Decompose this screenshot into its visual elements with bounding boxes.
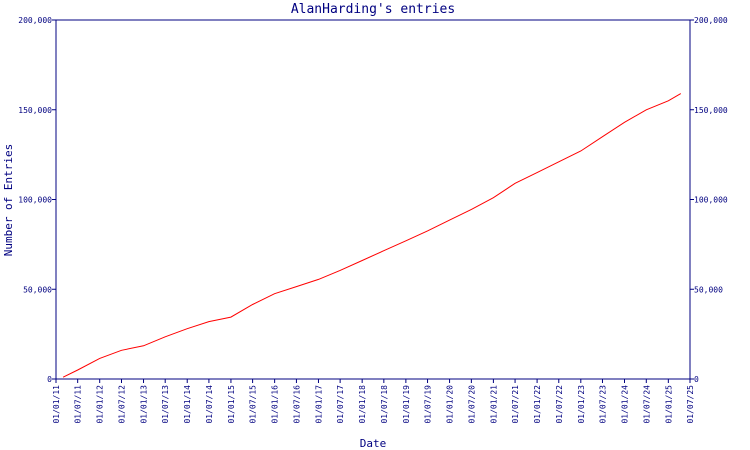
y-tick-label-left: 100,000 [18,196,52,205]
x-tick-label: 01/01/21 [489,385,498,424]
y-tick-label-right: 100,000 [694,196,728,205]
x-tick-label: 01/01/23 [577,385,586,424]
series-line-entries [62,93,682,378]
x-tick-label: 01/01/16 [271,385,280,424]
x-tick-label: 01/01/18 [358,385,367,424]
x-tick-label: 01/07/25 [686,385,695,424]
x-tick-label: 01/07/22 [555,385,564,424]
x-tick-label: 01/01/14 [183,385,192,424]
y-tick-label-left: 0 [47,375,52,384]
x-tick-label: 01/07/12 [117,385,126,424]
y-tick-label-left: 200,000 [18,16,52,25]
y-tick-label-right: 50,000 [694,285,723,294]
x-tick-label: 01/01/15 [227,385,236,424]
x-tick-label: 01/01/17 [314,385,323,424]
x-axis-label: Date [360,437,387,450]
x-tick-label: 01/01/11 [52,385,61,424]
x-tick-label: 01/07/14 [205,385,214,424]
x-tick-label: 01/07/15 [249,385,258,424]
x-tick-label: 01/07/23 [598,385,607,424]
y-tick-label-right: 200,000 [694,16,728,25]
x-tick-label: 01/01/22 [533,385,542,424]
x-tick-label: 01/01/24 [621,385,630,424]
x-tick-label: 01/01/19 [402,385,411,424]
x-tick-label: 01/07/16 [292,385,301,424]
y-axis-label: Number of Entries [2,144,15,257]
x-tick-label: 01/01/20 [446,385,455,424]
x-tick-label: 01/07/20 [467,385,476,424]
x-tick-label: 01/07/21 [511,385,520,424]
y-tick-label-left: 150,000 [18,106,52,115]
x-tick-label: 01/01/13 [140,385,149,424]
x-tick-label: 01/07/24 [642,385,651,424]
x-tick-label: 01/01/12 [96,385,105,424]
y-tick-label-left: 50,000 [23,285,52,294]
chart-title: AlanHarding's entries [291,2,455,17]
x-tick-label: 01/01/25 [664,385,673,424]
plot-frame [55,19,691,380]
x-tick-label: 01/07/17 [336,385,345,424]
y-tick-label-right: 150,000 [694,106,728,115]
y-tick-label-right: 0 [694,375,699,384]
x-tick-label: 01/07/13 [161,385,170,424]
x-tick-label: 01/07/19 [424,385,433,424]
x-tick-label: 01/07/11 [74,385,83,424]
x-tick-label: 01/07/18 [380,385,389,424]
